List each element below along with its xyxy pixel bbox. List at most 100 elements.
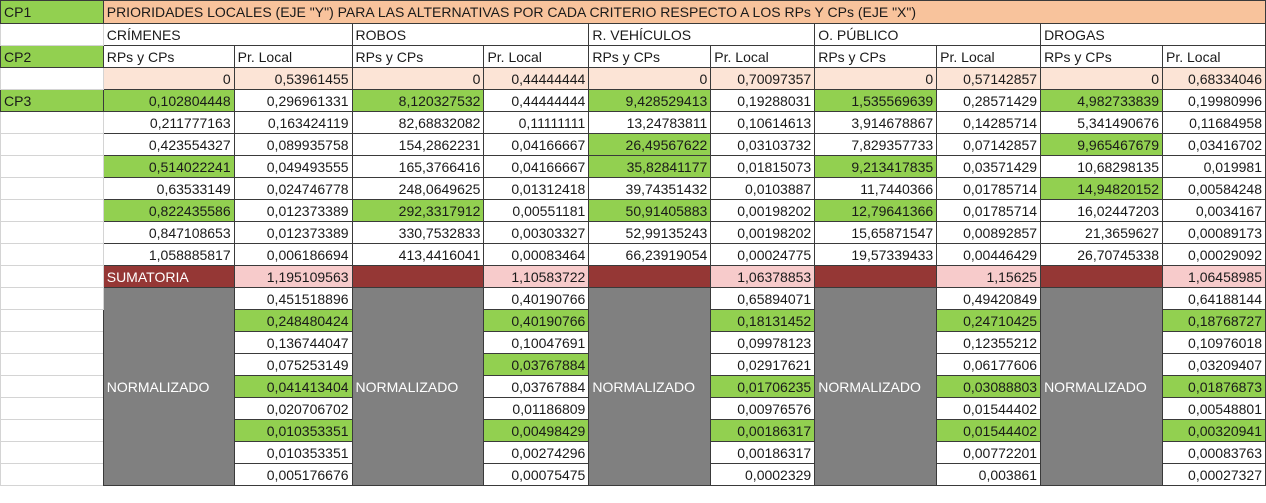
data-cell[interactable]: 0,01785714 (936, 177, 1042, 200)
normalizado-label[interactable]: NORMALIZADO (1040, 287, 1164, 486)
empty-cell[interactable] (0, 111, 104, 134)
data-cell[interactable]: 0,01815073 (710, 155, 816, 178)
sumatoria-value[interactable]: 1,06458985 (1162, 265, 1266, 288)
normalized-cell[interactable]: 0,075253149 (233, 353, 353, 376)
data-cell[interactable]: 0,07142857 (936, 133, 1042, 156)
column-header-rps[interactable]: RPs y CPs (351, 45, 485, 68)
normalized-cell[interactable]: 0,03088803 (936, 375, 1042, 398)
group-header[interactable]: ROBOS (351, 23, 590, 46)
normalized-cell[interactable]: 0,003861 (936, 463, 1042, 486)
data-cell[interactable]: 0,089935758 (233, 133, 353, 156)
normalized-cell[interactable]: 0,18768727 (1162, 309, 1266, 332)
data-cell[interactable]: 0 (1040, 67, 1164, 90)
data-cell[interactable]: 8,120327532 (351, 89, 485, 112)
normalizado-label[interactable]: NORMALIZADO (102, 287, 235, 486)
data-cell[interactable]: 248,0649625 (351, 177, 485, 200)
data-cell[interactable]: 0,00584248 (1162, 177, 1266, 200)
empty-cell[interactable] (0, 23, 104, 46)
column-header-pr-local[interactable]: Pr. Local (710, 45, 816, 68)
data-cell[interactable]: 0,847108653 (102, 221, 235, 244)
sumatoria-blank[interactable] (814, 265, 938, 288)
normalized-cell[interactable]: 0,01876873 (1162, 375, 1266, 398)
data-cell[interactable]: 0,11111111 (483, 111, 590, 134)
normalized-cell[interactable]: 0,00186317 (710, 441, 816, 464)
column-header-rps[interactable]: RPs y CPs (588, 45, 712, 68)
data-cell[interactable]: 7,829357733 (814, 133, 938, 156)
data-cell[interactable]: 0,10614613 (710, 111, 816, 134)
data-cell[interactable]: 66,23919054 (588, 243, 712, 266)
data-cell[interactable]: 10,68298135 (1040, 155, 1164, 178)
normalized-cell[interactable]: 0,24710425 (936, 309, 1042, 332)
data-cell[interactable]: 165,3766416 (351, 155, 485, 178)
sumatoria-blank[interactable] (1040, 265, 1164, 288)
data-cell[interactable]: 0,012373389 (233, 221, 353, 244)
normalized-cell[interactable]: 0,00274296 (483, 441, 590, 464)
data-cell[interactable]: 12,79641366 (814, 199, 938, 222)
normalized-cell[interactable]: 0,01544402 (936, 419, 1042, 442)
data-cell[interactable]: 1,535569639 (814, 89, 938, 112)
normalized-cell[interactable]: 0,010353351 (233, 419, 353, 442)
normalized-cell[interactable]: 0,03209407 (1162, 353, 1266, 376)
data-cell[interactable]: 16,02447203 (1040, 199, 1164, 222)
group-header[interactable]: O. PÚBLICO (814, 23, 1042, 46)
normalized-cell[interactable]: 0,03767884 (483, 375, 590, 398)
column-header-rps[interactable]: RPs y CPs (814, 45, 938, 68)
group-header[interactable]: CRÍMENES (102, 23, 353, 46)
empty-cell[interactable] (0, 177, 104, 200)
data-cell[interactable]: 0,04166667 (483, 155, 590, 178)
empty-cell[interactable] (0, 221, 104, 244)
data-cell[interactable]: 0,00446429 (936, 243, 1042, 266)
data-cell[interactable]: 0,01785714 (936, 199, 1042, 222)
data-cell[interactable]: 0,03571429 (936, 155, 1042, 178)
data-cell[interactable]: 0,03103732 (710, 133, 816, 156)
normalized-cell[interactable]: 0,49420849 (936, 287, 1042, 310)
data-cell[interactable]: 0,211777163 (102, 111, 235, 134)
data-cell[interactable]: 154,2862231 (351, 133, 485, 156)
data-cell[interactable]: 0,00029092 (1162, 243, 1266, 266)
empty-cell[interactable] (0, 265, 104, 288)
sumatoria-value[interactable]: 1,195109563 (233, 265, 353, 288)
data-cell[interactable]: 19,57339433 (814, 243, 938, 266)
normalized-cell[interactable]: 0,00498429 (483, 419, 590, 442)
column-header-pr-local[interactable]: Pr. Local (233, 45, 353, 68)
data-cell[interactable]: 26,49567622 (588, 133, 712, 156)
sumatoria-blank[interactable] (588, 265, 712, 288)
normalizado-label[interactable]: NORMALIZADO (351, 287, 485, 486)
data-cell[interactable]: 1,058885817 (102, 243, 235, 266)
data-cell[interactable]: 0,28571429 (936, 89, 1042, 112)
data-cell[interactable]: 3,914678867 (814, 111, 938, 134)
data-cell[interactable]: 0,024746778 (233, 177, 353, 200)
data-cell[interactable]: 35,82841177 (588, 155, 712, 178)
normalized-cell[interactable]: 0,01544402 (936, 397, 1042, 420)
normalized-cell[interactable]: 0,041413404 (233, 375, 353, 398)
column-header-rps[interactable]: RPs y CPs (102, 45, 235, 68)
empty-cell[interactable] (0, 133, 104, 156)
normalized-cell[interactable]: 0,12355212 (936, 331, 1042, 354)
data-cell[interactable]: 0,423554327 (102, 133, 235, 156)
normalized-cell[interactable]: 0,00083763 (1162, 441, 1266, 464)
data-cell[interactable]: 0,11684958 (1162, 111, 1266, 134)
data-cell[interactable]: 0,00892857 (936, 221, 1042, 244)
column-header-pr-local[interactable]: Pr. Local (936, 45, 1042, 68)
empty-cell[interactable] (0, 67, 104, 90)
data-cell[interactable]: 52,99135243 (588, 221, 712, 244)
sumatoria-label[interactable]: SUMATORIA (102, 265, 235, 288)
normalized-cell[interactable]: 0,40190766 (483, 287, 590, 310)
data-cell[interactable]: 0,00083464 (483, 243, 590, 266)
data-cell[interactable]: 0,19980996 (1162, 89, 1266, 112)
data-cell[interactable]: 4,982733839 (1040, 89, 1164, 112)
data-cell[interactable]: 0,57142857 (936, 67, 1042, 90)
data-cell[interactable]: 330,7532833 (351, 221, 485, 244)
normalized-cell[interactable]: 0,00075475 (483, 463, 590, 486)
group-header[interactable]: R. VEHÍCULOS (588, 23, 816, 46)
data-cell[interactable]: 0,03416702 (1162, 133, 1266, 156)
data-cell[interactable]: 0 (814, 67, 938, 90)
data-cell[interactable]: 9,428529413 (588, 89, 712, 112)
normalized-cell[interactable]: 0,18131452 (710, 309, 816, 332)
normalizado-label[interactable]: NORMALIZADO (588, 287, 712, 486)
normalized-cell[interactable]: 0,10047691 (483, 331, 590, 354)
data-cell[interactable]: 26,70745338 (1040, 243, 1164, 266)
data-cell[interactable]: 0,01312418 (483, 177, 590, 200)
data-cell[interactable]: 5,341490676 (1040, 111, 1164, 134)
normalized-cell[interactable]: 0,020706702 (233, 397, 353, 420)
